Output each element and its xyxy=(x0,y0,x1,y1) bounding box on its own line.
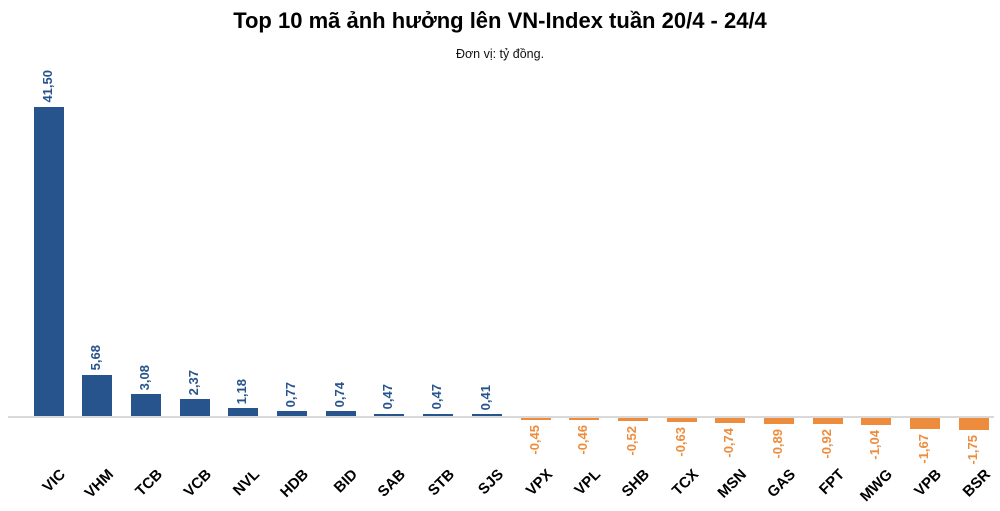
bar-mwg xyxy=(861,417,892,425)
bar-value-label-mwg: -1,04 xyxy=(867,429,883,460)
bar-bsr xyxy=(958,417,989,431)
bar-msn xyxy=(715,417,746,423)
bar-vcb xyxy=(179,399,210,417)
chart-title: Top 10 mã ảnh hưởng lên VN-Index tuần 20… xyxy=(233,8,767,33)
bar-value-label-vpx: -0,45 xyxy=(526,425,542,455)
bar-value-label-vpb: -1,67 xyxy=(916,434,932,465)
bar-value-label-vic: 41,50 xyxy=(39,70,55,103)
bar-value-label-sjs: 0,41 xyxy=(477,384,493,410)
bar-value-label-hdb: 0,77 xyxy=(283,381,298,408)
zero-axis-line xyxy=(8,416,994,418)
bar-value-label-nvl: 1,18 xyxy=(234,378,250,405)
bar-vpl xyxy=(569,417,600,421)
bar-nvl xyxy=(228,408,259,417)
bar-sab xyxy=(374,413,405,417)
category-label-vic: VIC xyxy=(38,466,69,496)
bar-value-label-tcx: -0,63 xyxy=(672,426,688,457)
bar-sjs xyxy=(471,413,502,417)
bar-value-label-shb: -0,52 xyxy=(623,425,639,456)
bar-value-label-vpl: -0,46 xyxy=(575,425,591,456)
bar-vpb xyxy=(910,417,941,430)
bar-tcx xyxy=(666,417,697,422)
chart-subtitle: Đơn vị: tỷ đồng. xyxy=(455,47,545,61)
bar-value-label-vhm: 5,68 xyxy=(88,345,104,371)
bar-value-label-vcb: 2,37 xyxy=(185,369,201,396)
bar-value-label-msn: -0,74 xyxy=(721,427,737,458)
bar-shb xyxy=(617,417,648,421)
bar-gas xyxy=(764,417,794,424)
bar-stb xyxy=(423,413,454,417)
bar-value-label-bid: 0,74 xyxy=(331,382,347,408)
bar-vic xyxy=(33,106,64,417)
bar-value-label-fpt: -0,92 xyxy=(818,428,834,459)
bar-value-label-bsr: -1,75 xyxy=(964,435,980,465)
bar-vhm xyxy=(82,374,113,417)
bar-bid xyxy=(325,411,356,417)
bar-hdb xyxy=(277,411,307,417)
bar-tcb xyxy=(130,393,161,417)
bar-fpt xyxy=(812,417,843,424)
bar-vpx xyxy=(520,417,551,421)
bar-value-label-sab: 0,47 xyxy=(380,384,396,410)
bar-value-label-stb: 0,47 xyxy=(429,384,445,410)
bar-value-label-gas: -0,89 xyxy=(770,428,785,459)
bar-value-label-tcb: 3,08 xyxy=(136,364,152,390)
